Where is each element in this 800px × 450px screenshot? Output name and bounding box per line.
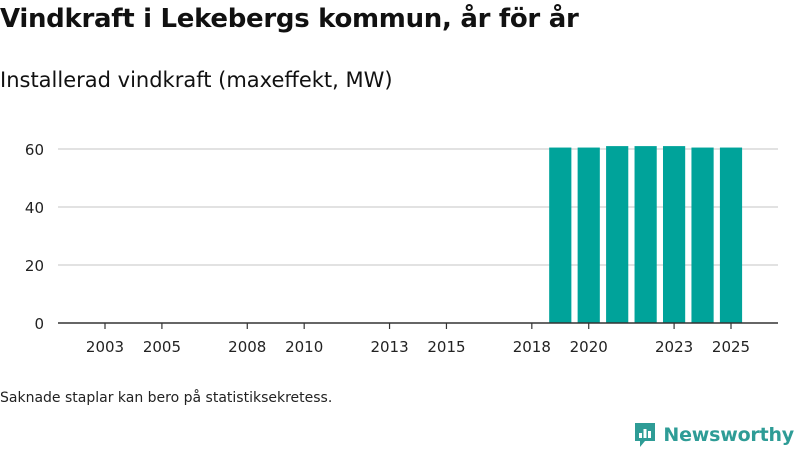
y-tick-label: 60 [25,141,44,159]
bar-2023 [662,146,686,323]
y-tick-label: 40 [25,199,44,217]
x-tick-label: 2010 [285,338,323,356]
x-tick-label: 2015 [427,338,465,356]
brand-logo: Newsworthy [633,420,794,450]
bar-2020 [577,147,600,323]
x-tick-label: 2025 [712,338,750,356]
bar-2019 [549,147,572,323]
newsworthy-logo-icon [635,423,656,447]
bar-2021 [606,146,629,323]
brand-name: Newsworthy [663,424,794,446]
x-tick-label: 2003 [86,338,124,356]
bar-chart: 0 20 40 60 2003 2005 2008 2010 2013 2015 2018 2020 2… [25,141,778,356]
x-tick-label: 2018 [513,338,551,356]
x-tick-label: 2020 [570,338,608,356]
x-tick-label: 2023 [655,338,693,356]
y-tick-label: 20 [25,257,44,275]
bar-2025 [719,147,743,323]
x-tick-label: 2013 [370,338,408,356]
x-tick-label: 2008 [228,338,266,356]
bar-2022 [634,146,657,323]
chart-subtitle: Installerad vindkraft (maxeffekt, MW) [0,68,393,92]
x-tick-label: 2005 [143,338,181,356]
bar-2024 [691,147,714,323]
y-tick-label: 0 [34,315,44,333]
chart-title: Vindkraft i Lekebergs kommun, år för år [0,4,579,34]
footnote: Saknade staplar kan bero på statistiksek… [0,390,333,406]
